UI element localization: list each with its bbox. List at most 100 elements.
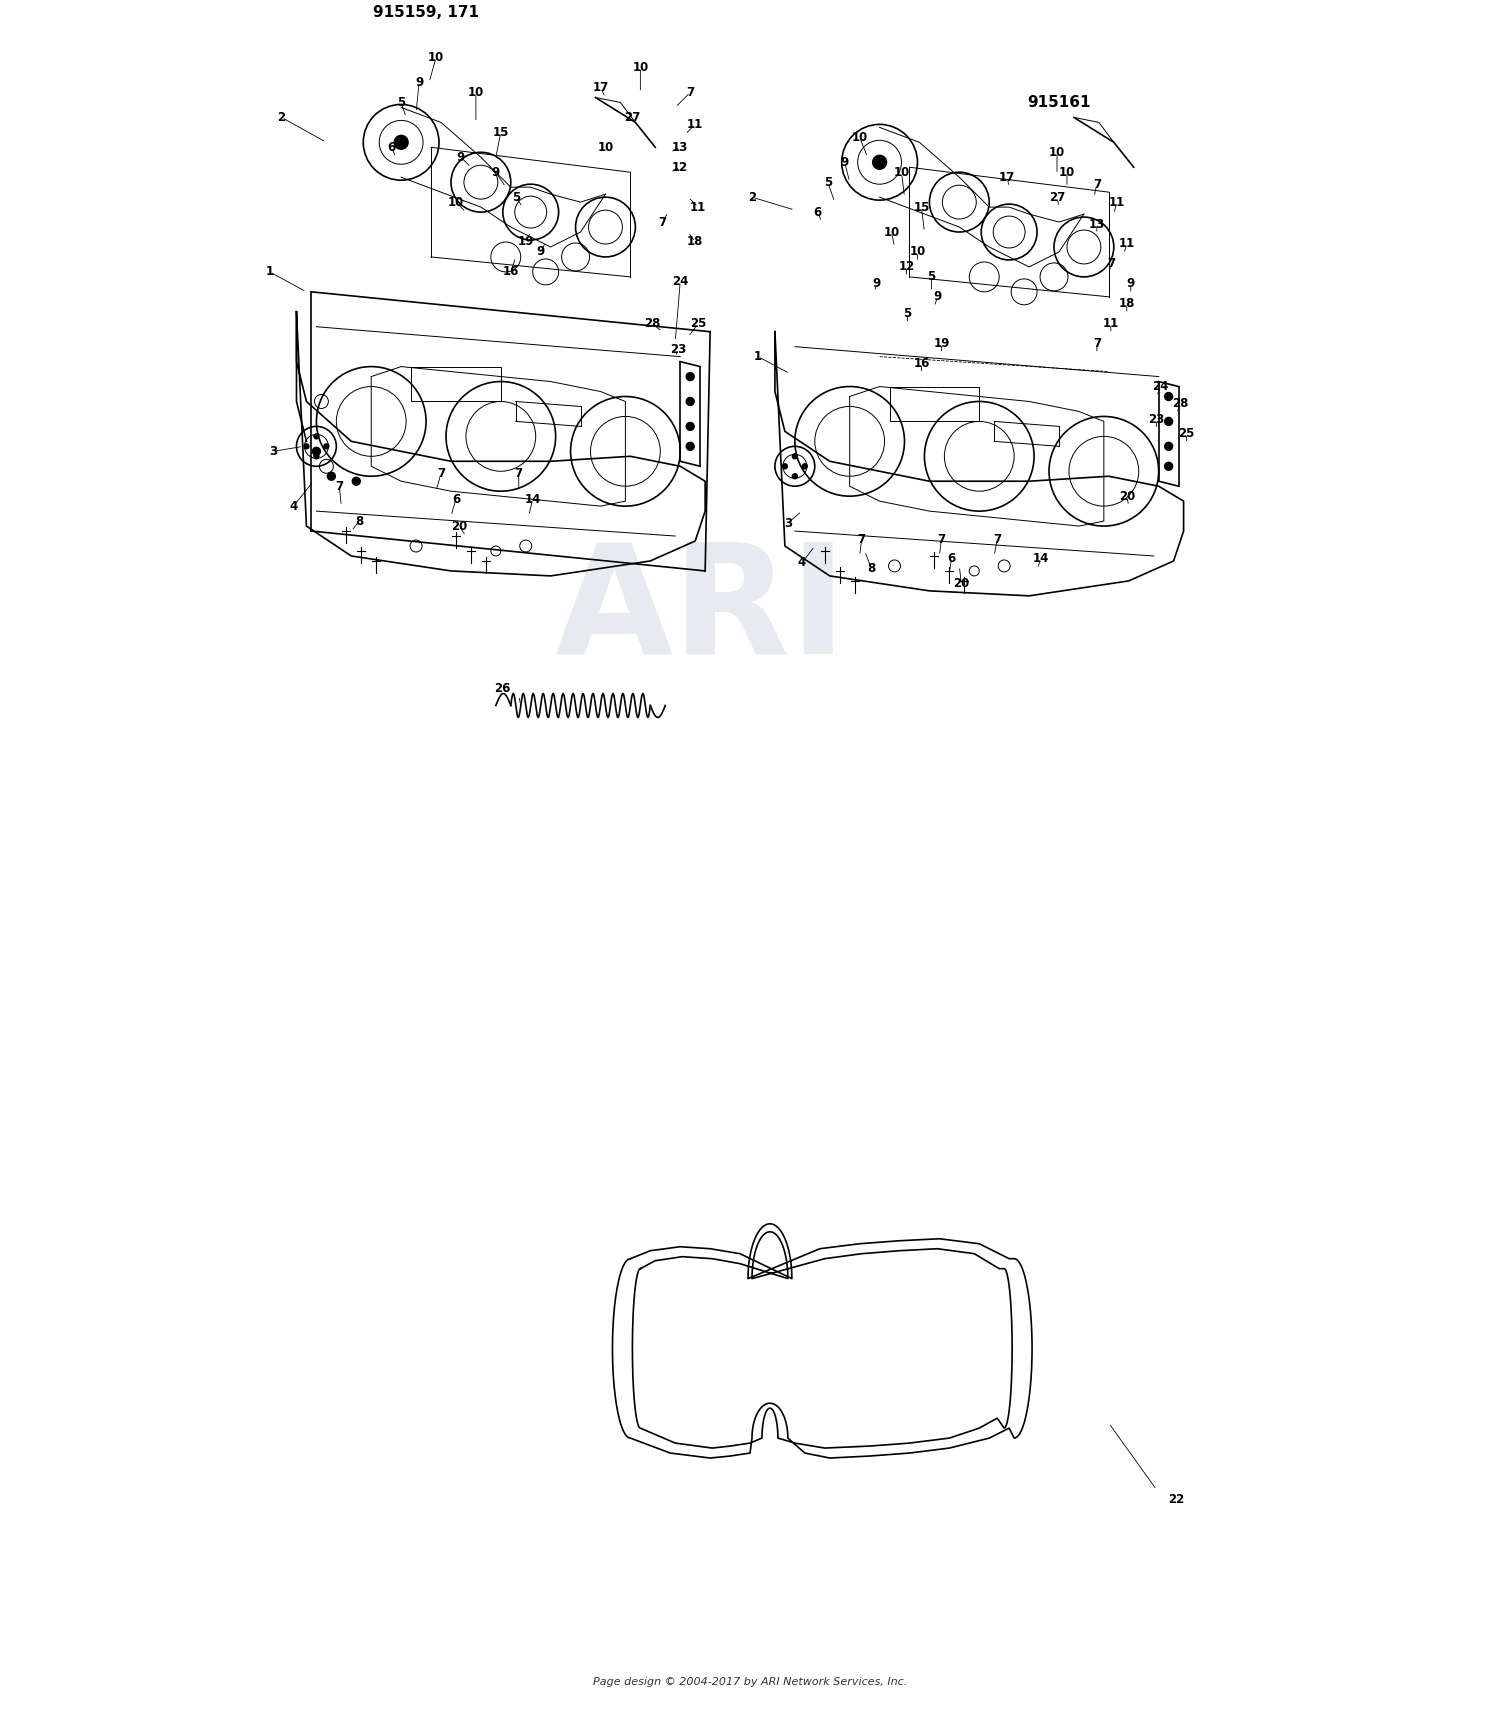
- Text: 10: 10: [909, 246, 926, 258]
- Text: 15: 15: [492, 127, 508, 139]
- Text: 11: 11: [1119, 238, 1136, 250]
- Circle shape: [1164, 443, 1173, 450]
- Text: 915159, 171: 915159, 171: [374, 5, 478, 21]
- Text: 8: 8: [867, 563, 876, 576]
- Text: 16: 16: [503, 265, 519, 279]
- Circle shape: [783, 463, 788, 469]
- Text: 3: 3: [270, 445, 278, 458]
- Text: 9: 9: [840, 156, 849, 169]
- Text: 4: 4: [798, 556, 806, 569]
- Text: 6: 6: [387, 140, 396, 154]
- Text: 26: 26: [495, 682, 512, 694]
- Text: 9: 9: [873, 277, 880, 291]
- Text: 5: 5: [398, 96, 405, 109]
- Text: 9: 9: [1126, 277, 1136, 291]
- Text: 7: 7: [436, 467, 445, 481]
- Text: 13: 13: [1089, 217, 1106, 231]
- Text: 11: 11: [1102, 318, 1119, 330]
- Text: 16: 16: [914, 357, 930, 369]
- Circle shape: [327, 472, 336, 481]
- Text: 2: 2: [748, 190, 756, 203]
- Text: 20: 20: [952, 578, 969, 590]
- Text: 10: 10: [448, 195, 464, 209]
- Text: 10: 10: [894, 166, 909, 180]
- Text: 17: 17: [999, 171, 1016, 183]
- Circle shape: [394, 135, 408, 149]
- Text: 5: 5: [903, 308, 912, 320]
- Text: 7: 7: [658, 215, 666, 229]
- Circle shape: [1164, 462, 1173, 470]
- Text: 13: 13: [672, 140, 688, 154]
- Text: 7: 7: [1094, 337, 1101, 351]
- Text: 7: 7: [514, 467, 523, 481]
- Text: ARI: ARI: [554, 537, 846, 686]
- Text: 5: 5: [927, 270, 936, 284]
- Circle shape: [1164, 417, 1173, 426]
- Text: 4: 4: [290, 499, 297, 513]
- Circle shape: [324, 445, 328, 448]
- Text: 25: 25: [690, 318, 706, 330]
- Text: 5: 5: [824, 176, 833, 188]
- Text: 15: 15: [914, 200, 930, 214]
- Circle shape: [873, 156, 886, 169]
- Text: 14: 14: [1034, 552, 1048, 566]
- Text: 18: 18: [687, 236, 703, 248]
- Text: 10: 10: [884, 226, 900, 238]
- Text: 1: 1: [266, 265, 273, 279]
- Text: 22: 22: [1168, 1493, 1185, 1507]
- Text: 9: 9: [537, 246, 544, 258]
- Text: 9: 9: [492, 166, 500, 180]
- Text: 19: 19: [933, 337, 950, 351]
- Text: 10: 10: [427, 51, 444, 63]
- Text: 7: 7: [1107, 258, 1114, 270]
- Circle shape: [352, 477, 360, 486]
- Text: 10: 10: [1059, 166, 1076, 180]
- Circle shape: [686, 373, 694, 381]
- Text: 28: 28: [1173, 397, 1190, 410]
- Text: 5: 5: [512, 190, 520, 203]
- Circle shape: [1164, 393, 1173, 400]
- Text: 11: 11: [1108, 195, 1125, 209]
- Text: 20: 20: [1119, 489, 1136, 503]
- Text: 10: 10: [468, 86, 484, 99]
- Circle shape: [314, 453, 320, 458]
- Text: 24: 24: [672, 275, 688, 289]
- Text: 8: 8: [356, 515, 363, 528]
- Text: 11: 11: [687, 118, 703, 132]
- Text: 23: 23: [670, 344, 687, 356]
- Text: 18: 18: [1119, 298, 1136, 310]
- Text: 7: 7: [336, 481, 344, 492]
- Text: 17: 17: [592, 80, 609, 94]
- Text: 20: 20: [452, 520, 466, 532]
- Text: 1: 1: [754, 351, 762, 363]
- Text: 24: 24: [1152, 380, 1168, 393]
- Text: 10: 10: [1048, 145, 1065, 159]
- Text: 7: 7: [938, 532, 945, 545]
- Text: 19: 19: [518, 236, 534, 248]
- Text: 9: 9: [416, 75, 423, 89]
- Circle shape: [686, 443, 694, 450]
- Text: 10: 10: [632, 62, 648, 74]
- Text: 9: 9: [933, 291, 942, 303]
- Text: 10: 10: [597, 140, 613, 154]
- Text: 10: 10: [852, 132, 868, 144]
- Text: 7: 7: [993, 532, 1002, 545]
- Circle shape: [686, 422, 694, 431]
- Text: 7: 7: [858, 532, 865, 545]
- Text: 28: 28: [644, 318, 660, 330]
- Circle shape: [686, 397, 694, 405]
- Text: 7: 7: [1094, 178, 1101, 192]
- Text: 23: 23: [1149, 412, 1166, 426]
- Circle shape: [792, 474, 798, 479]
- Text: 12: 12: [898, 260, 915, 274]
- Circle shape: [314, 434, 320, 439]
- Text: 3: 3: [784, 516, 792, 530]
- Text: 6: 6: [946, 552, 956, 566]
- Circle shape: [792, 453, 798, 458]
- Text: 11: 11: [690, 200, 706, 214]
- Text: 27: 27: [1048, 190, 1065, 203]
- Text: 9: 9: [458, 150, 465, 164]
- Text: 6: 6: [813, 205, 822, 219]
- Text: 915161: 915161: [1028, 96, 1090, 109]
- Text: 6: 6: [452, 492, 460, 506]
